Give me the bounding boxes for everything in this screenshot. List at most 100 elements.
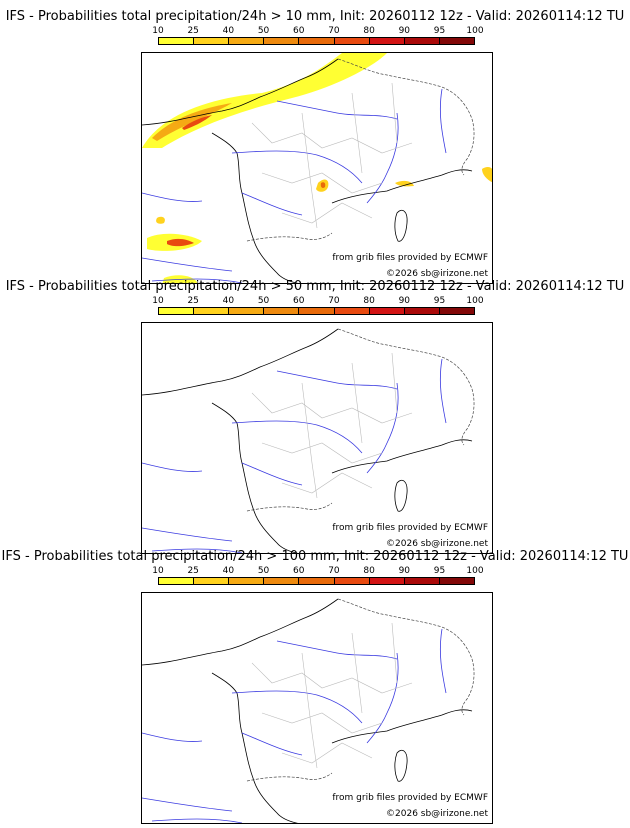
legend-tick: 90 xyxy=(398,26,411,36)
map-svg xyxy=(142,53,492,283)
legend-tick: 80 xyxy=(363,566,375,576)
color-legend-bar xyxy=(158,307,475,315)
river-seine xyxy=(276,370,398,390)
legend-tick: 10 xyxy=(152,296,164,306)
coastline xyxy=(142,58,473,283)
river-loire xyxy=(231,150,363,184)
legend-swatch xyxy=(369,578,405,584)
credit-copyright: ©2026 sb@irizone.net xyxy=(386,539,488,549)
precip-area-south xyxy=(156,216,165,224)
legend-swatch xyxy=(404,38,440,44)
department-borders xyxy=(251,82,413,229)
legend-swatch xyxy=(369,38,405,44)
legend-tick: 10 xyxy=(152,26,164,36)
map-france[interactable]: from grib files provided by ECMWF ©2026 … xyxy=(141,52,493,284)
legend-tick: 70 xyxy=(328,26,340,36)
legend-swatch xyxy=(369,308,405,314)
legend-swatch xyxy=(404,308,440,314)
legend-tick: 95 xyxy=(433,296,446,306)
legend-tick: 40 xyxy=(222,566,235,576)
legend-tick: 95 xyxy=(433,26,446,36)
legend-swatch xyxy=(334,308,370,314)
river-seine xyxy=(276,100,398,120)
river-rhine xyxy=(439,88,447,154)
river-rhine xyxy=(439,628,447,694)
legend-swatch xyxy=(229,578,265,584)
legend-swatch xyxy=(159,578,195,584)
precip-area-italy xyxy=(482,167,492,183)
legend-swatch xyxy=(194,578,230,584)
legend-tick: 50 xyxy=(257,26,270,36)
credit-source: from grib files provided by ECMWF xyxy=(332,253,488,263)
panel-title: IFS - Probabilities total precipitation/… xyxy=(1,549,629,564)
river-spain xyxy=(142,192,243,283)
panel-title: IFS - Probabilities total precipitation/… xyxy=(5,279,625,294)
legend-tick: 80 xyxy=(363,296,375,306)
precip-area-pyrenees-core xyxy=(167,238,194,247)
legend-tick: 70 xyxy=(328,566,340,576)
department-borders xyxy=(251,352,413,499)
legend-tick: 80 xyxy=(363,26,375,36)
legend-tick: 100 xyxy=(466,26,484,36)
legend-tick: 90 xyxy=(398,566,411,576)
river-spain xyxy=(142,732,243,823)
legend-tick: 70 xyxy=(328,296,340,306)
river-rhone xyxy=(366,112,399,204)
legend-swatch xyxy=(159,38,195,44)
legend-swatch xyxy=(229,308,265,314)
coastline xyxy=(142,328,473,553)
legend-swatch xyxy=(299,578,335,584)
credit-source: from grib files provided by ECMWF xyxy=(332,793,488,803)
legend-swatch xyxy=(264,38,300,44)
corsica xyxy=(394,749,408,782)
river-loire xyxy=(231,420,363,454)
legend-tick: 40 xyxy=(222,26,235,36)
legend-swatch xyxy=(264,578,300,584)
legend-tick: 60 xyxy=(293,296,305,306)
legend-tick: 25 xyxy=(187,26,199,36)
legend-swatch xyxy=(439,308,474,314)
legend-swatch xyxy=(159,308,195,314)
river-seine xyxy=(276,640,398,660)
legend-swatch xyxy=(264,308,300,314)
legend-tick: 60 xyxy=(293,566,305,576)
map-svg xyxy=(142,328,475,553)
legend-swatch xyxy=(299,308,335,314)
border xyxy=(246,58,475,242)
color-legend-bar xyxy=(158,37,475,45)
legend-tick: 60 xyxy=(293,26,305,36)
legend-tick: 50 xyxy=(257,566,270,576)
river-garonne xyxy=(241,462,303,486)
legend-tick: 25 xyxy=(187,296,199,306)
map-france[interactable]: from grib files provided by ECMWF ©2026 … xyxy=(141,592,493,824)
credit-copyright: ©2026 sb@irizone.net xyxy=(386,809,488,819)
river-rhine xyxy=(439,358,447,424)
department-borders xyxy=(251,622,413,769)
coastline xyxy=(142,598,473,823)
map-svg xyxy=(142,598,475,823)
legend-swatch xyxy=(299,38,335,44)
legend-tick: 50 xyxy=(257,296,270,306)
precip-area-cevennes-core xyxy=(320,182,326,188)
precip-area-channel-core2 xyxy=(182,115,212,130)
legend-tick: 40 xyxy=(222,296,235,306)
river-spain xyxy=(142,462,243,553)
legend-swatch xyxy=(229,38,265,44)
map-france[interactable]: from grib files provided by ECMWF ©2026 … xyxy=(141,322,493,554)
color-legend-bar xyxy=(158,577,475,585)
precip-area-riviera xyxy=(395,180,414,187)
river-rhone xyxy=(366,382,399,474)
legend-tick: 10 xyxy=(152,566,164,576)
legend-labels: 10 25 40 50 60 70 80 90 95 100 xyxy=(152,296,483,306)
border xyxy=(246,328,475,512)
legend-swatch xyxy=(334,38,370,44)
legend-tick: 100 xyxy=(466,566,484,576)
legend-swatch xyxy=(194,308,230,314)
legend-swatch xyxy=(334,578,370,584)
river-garonne xyxy=(241,192,303,216)
river-loire xyxy=(231,690,363,724)
legend-tick: 90 xyxy=(398,296,411,306)
legend-labels: 10 25 40 50 60 70 80 90 95 100 xyxy=(152,26,483,36)
credit-source: from grib files provided by ECMWF xyxy=(332,523,488,533)
legend-swatch xyxy=(194,38,230,44)
